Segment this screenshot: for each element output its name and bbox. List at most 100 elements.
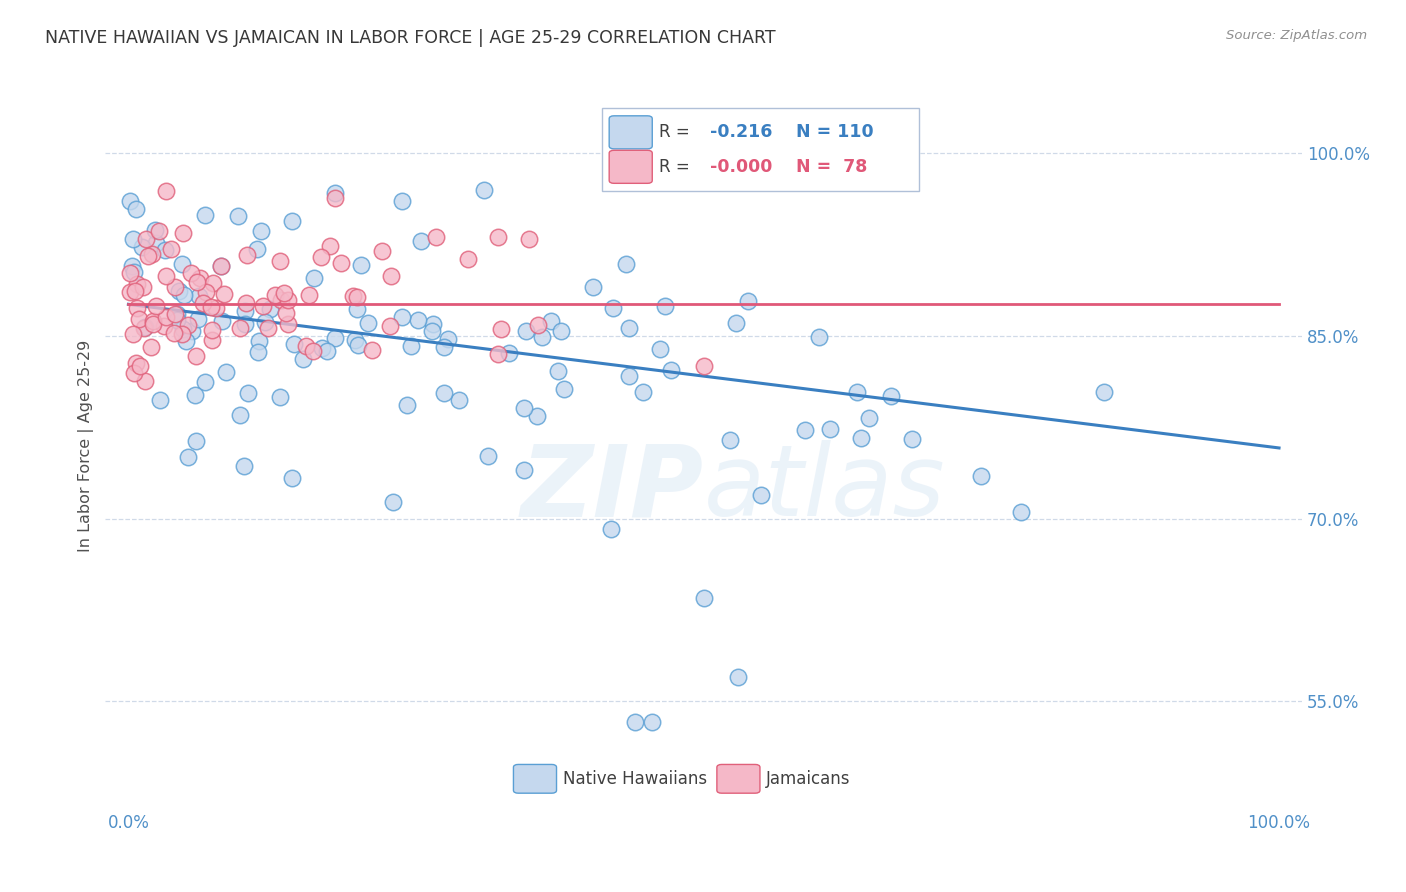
Point: [246, 242, 269, 256]
Point: [515, 324, 537, 338]
Point: [346, 338, 368, 352]
Text: atlas: atlas: [704, 440, 945, 537]
Point: [212, 287, 235, 301]
Point: [273, 286, 295, 301]
Point: [193, 296, 215, 310]
Text: N = 110: N = 110: [796, 123, 873, 141]
Point: [380, 268, 402, 283]
Point: [277, 293, 299, 308]
Text: Jamaicans: Jamaicans: [766, 770, 851, 788]
Point: [295, 339, 318, 353]
Point: [229, 321, 252, 335]
Point: [382, 494, 405, 508]
Point: [1010, 505, 1032, 519]
Point: [526, 409, 548, 423]
Point: [425, 230, 447, 244]
Point: [145, 299, 167, 313]
Point: [409, 234, 432, 248]
Point: [134, 374, 156, 388]
Point: [152, 318, 174, 333]
Point: [121, 260, 143, 274]
Point: [204, 301, 226, 315]
Point: [250, 225, 273, 239]
FancyBboxPatch shape: [609, 150, 652, 184]
Point: [256, 321, 278, 335]
Point: [149, 392, 172, 407]
Point: [247, 345, 270, 359]
Point: [491, 322, 513, 336]
Point: [201, 276, 224, 290]
Point: [155, 184, 177, 198]
Point: [547, 364, 569, 378]
Point: [184, 349, 207, 363]
Point: [1092, 384, 1115, 399]
Point: [235, 248, 257, 262]
Point: [166, 312, 188, 326]
Point: [135, 232, 157, 246]
Point: [264, 288, 287, 302]
Point: [132, 279, 155, 293]
Point: [391, 194, 413, 208]
Point: [148, 224, 170, 238]
Point: [498, 345, 520, 359]
Point: [540, 314, 562, 328]
Point: [188, 271, 211, 285]
Point: [201, 323, 224, 337]
Point: [793, 423, 815, 437]
Point: [172, 322, 194, 336]
Point: [118, 266, 141, 280]
Point: [513, 401, 536, 415]
Point: [582, 280, 605, 294]
Point: [617, 321, 640, 335]
Point: [167, 284, 190, 298]
Point: [395, 398, 418, 412]
Point: [259, 301, 281, 316]
Point: [530, 330, 553, 344]
Point: [187, 311, 209, 326]
Point: [477, 450, 499, 464]
Point: [420, 324, 443, 338]
Point: [969, 468, 991, 483]
Point: [553, 382, 575, 396]
Point: [486, 347, 509, 361]
Point: [142, 317, 165, 331]
Point: [177, 450, 200, 464]
Point: [194, 375, 217, 389]
Text: NATIVE HAWAIIAN VS JAMAICAN IN LABOR FORCE | AGE 25-29 CORRELATION CHART: NATIVE HAWAIIAN VS JAMAICAN IN LABOR FOR…: [45, 29, 776, 46]
FancyBboxPatch shape: [717, 764, 761, 793]
Point: [880, 389, 903, 403]
Point: [170, 326, 193, 341]
Point: [125, 301, 148, 315]
Point: [155, 268, 177, 283]
FancyBboxPatch shape: [609, 116, 652, 149]
Point: [617, 368, 640, 383]
Point: [650, 342, 672, 356]
Point: [122, 232, 145, 246]
Point: [188, 289, 211, 303]
Text: N =  78: N = 78: [796, 158, 868, 176]
Point: [693, 359, 716, 373]
Point: [437, 332, 460, 346]
Point: [134, 320, 156, 334]
Point: [180, 266, 202, 280]
Point: [512, 462, 534, 476]
Point: [283, 336, 305, 351]
Point: [174, 334, 197, 348]
Point: [901, 432, 924, 446]
Point: [228, 408, 250, 422]
Point: [274, 306, 297, 320]
Point: [391, 310, 413, 325]
Point: [252, 299, 274, 313]
Point: [449, 393, 471, 408]
Point: [163, 279, 186, 293]
Point: [846, 385, 869, 400]
Point: [323, 331, 346, 345]
Point: [173, 288, 195, 302]
Point: [718, 433, 741, 447]
Point: [172, 226, 194, 240]
Point: [121, 326, 143, 341]
Point: [211, 314, 233, 328]
Point: [233, 317, 256, 331]
Point: [659, 363, 682, 377]
Point: [488, 230, 510, 244]
